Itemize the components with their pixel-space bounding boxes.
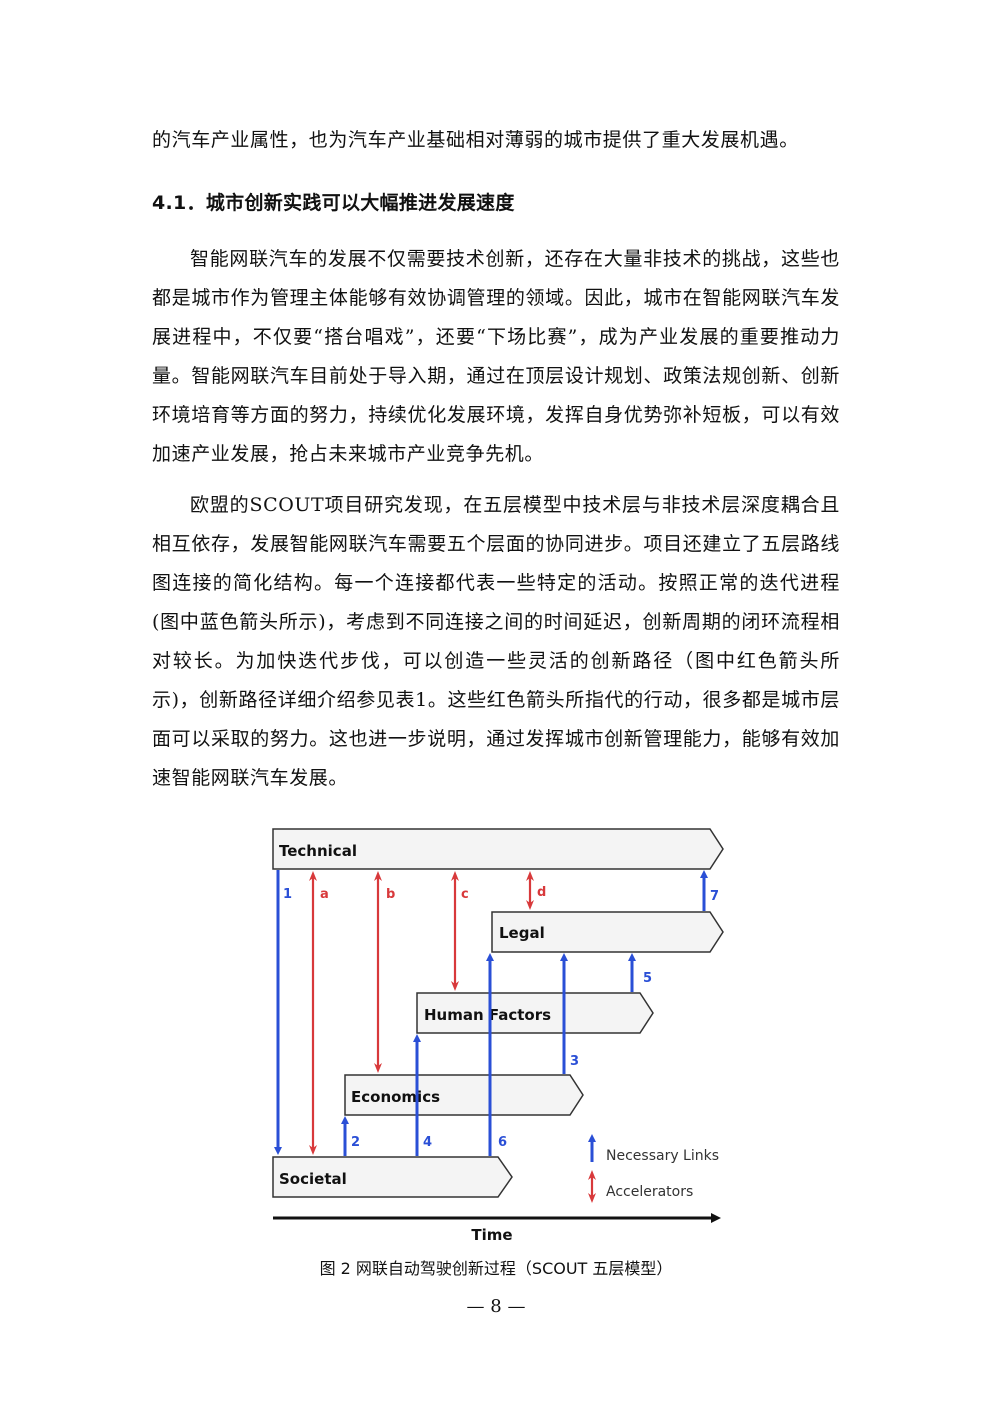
page-number: — 8 — bbox=[466, 1296, 526, 1317]
red-label: b bbox=[386, 887, 395, 902]
layer-human-factors: Human Factors bbox=[416, 992, 654, 1034]
legend-accelerators-label: Accelerators bbox=[606, 1184, 693, 1200]
blue-label: 4 bbox=[423, 1135, 432, 1150]
figure-caption: 图 2 网联自动驾驶创新过程（SCOUT 五层模型） bbox=[319, 1259, 673, 1278]
layer-economics: Economics bbox=[344, 1074, 584, 1116]
red-label: a bbox=[320, 887, 329, 902]
red-link-labels: a b c d bbox=[320, 885, 546, 902]
paragraph-1: 智能网联汽车的发展不仅需要技术创新，还存在大量非技术的挑战，这些也都是城市作为管… bbox=[152, 248, 840, 465]
accelerator-links bbox=[309, 871, 534, 1155]
blue-link-labels: 1 2 3 4 5 6 7 bbox=[283, 887, 719, 1150]
legend-necessary-label: Necessary Links bbox=[606, 1148, 719, 1164]
blue-label: 6 bbox=[498, 1135, 507, 1150]
necessary-links bbox=[274, 870, 708, 1156]
paragraph-intro: 的汽车产业属性，也为汽车产业基础相对薄弱的城市提供了重大发展机遇。 bbox=[152, 129, 799, 151]
blue-label: 5 bbox=[643, 971, 652, 986]
blue-label: 2 bbox=[351, 1135, 360, 1150]
layer-label: Technical bbox=[279, 842, 357, 860]
layer-technical: Technical bbox=[272, 828, 724, 870]
paragraph-2: 欧盟的SCOUT项目研究发现，在五层模型中技术层与非技术层深度耦合且相互依存，发… bbox=[152, 494, 840, 789]
time-label: Time bbox=[471, 1226, 512, 1244]
layer-label: Human Factors bbox=[424, 1006, 551, 1024]
scout-five-layer-diagram: Technical Legal Human Factors Economics … bbox=[272, 828, 724, 1244]
blue-label: 1 bbox=[283, 887, 292, 902]
layer-legal: Legal bbox=[491, 911, 724, 953]
red-label: c bbox=[461, 887, 469, 902]
layer-societal: Societal bbox=[272, 1156, 513, 1198]
section-heading: 4.1．城市创新实践可以大幅推进发展速度 bbox=[152, 192, 515, 214]
layer-label: Legal bbox=[499, 924, 545, 942]
red-label: d bbox=[537, 885, 546, 900]
layer-label: Economics bbox=[351, 1088, 440, 1106]
blue-label: 7 bbox=[710, 889, 719, 904]
layer-label: Societal bbox=[279, 1170, 347, 1188]
time-axis: Time bbox=[273, 1213, 721, 1244]
legend: Necessary Links Accelerators bbox=[588, 1134, 719, 1203]
blue-label: 3 bbox=[570, 1054, 579, 1069]
